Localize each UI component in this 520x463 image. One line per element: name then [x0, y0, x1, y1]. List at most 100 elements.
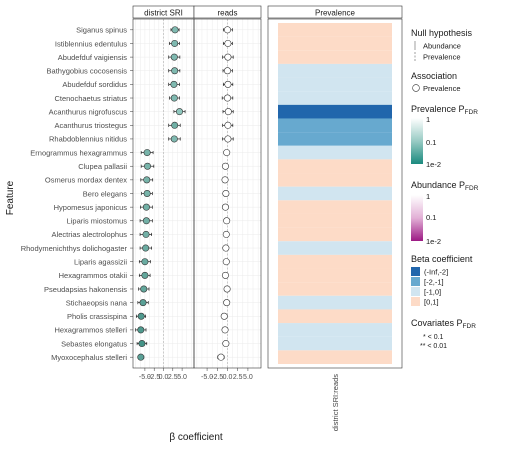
feature-label: Bero elegans — [83, 189, 127, 198]
feature-label: Hexagrammos stelleri — [54, 326, 127, 335]
data-point — [138, 340, 146, 348]
heatmap-cell — [278, 36, 392, 51]
data-point — [224, 39, 232, 47]
heatmap-cell — [278, 295, 392, 310]
legend-beta-swatch-neg-inf — [411, 267, 420, 276]
feature-label: Alectrias alectrolophus — [52, 230, 128, 239]
legend-covariates-title-sub: FDR — [463, 323, 477, 330]
heatmap-cell — [278, 50, 392, 64]
heatmap-layer — [278, 23, 392, 364]
data-point — [137, 353, 145, 361]
heatmap-cell — [278, 227, 392, 242]
feature-label: Acanthurus triostegus — [54, 121, 127, 130]
data-point — [221, 326, 229, 334]
legend-beta-label-neg2: [-2,-1] — [424, 278, 444, 287]
data-point — [171, 26, 179, 34]
legend-prevalence-pfdr-title-sub: FDR — [465, 109, 479, 116]
feature-label: Hypomesus japonicus — [54, 203, 128, 212]
x-tick-label: -2.5 — [211, 374, 223, 381]
feature-label: Rhabdoblennius nitidus — [49, 135, 127, 144]
legend-abundance-pfdr: Abundance PFDR 1 0.1 1e-2 — [411, 180, 479, 246]
heatmap-x-label: district SRI:reads — [331, 374, 340, 431]
data-point — [170, 135, 178, 143]
data-point — [220, 312, 228, 320]
data-point — [143, 149, 151, 157]
data-point — [144, 162, 152, 170]
feature-label: Istiblennius edentulus — [55, 39, 127, 48]
heatmap-cell — [278, 282, 392, 296]
heatmap-cell — [278, 241, 392, 255]
data-point — [224, 94, 232, 102]
legend-beta-label-neg1: [-1,0] — [424, 288, 441, 297]
legend-beta-title: Beta coefficient — [411, 254, 473, 264]
data-point — [171, 121, 179, 129]
heatmap-cell — [278, 77, 392, 92]
data-point — [137, 312, 145, 320]
legend-beta-swatch-pos — [411, 297, 420, 306]
data-point — [143, 176, 151, 184]
data-point — [221, 203, 229, 211]
heatmap-cell — [278, 268, 392, 283]
x-tick-label: -5.0 — [201, 374, 213, 381]
data-point — [171, 39, 179, 47]
legend-prevalence-pfdr-colorbar — [411, 118, 423, 164]
strip-prevalence-box — [267, 5, 403, 19]
feature-label: Pseudapsias hakonensis — [44, 285, 127, 294]
legend-abundance-pfdr-title: Abundance PFDR — [411, 180, 479, 192]
x-tick-label: 2.5 — [233, 374, 243, 381]
legend-prevalence-pfdr: Prevalence PFDR 1 0.1 1e-2 — [411, 104, 478, 169]
data-point — [222, 244, 230, 252]
data-point — [222, 230, 230, 238]
data-point — [170, 94, 178, 102]
data-point — [175, 108, 183, 116]
legend-covariates-note-1: * < 0.1 — [423, 334, 444, 341]
data-point — [141, 258, 149, 266]
heatmap-cell — [278, 336, 392, 351]
x-tick-label: -2.5 — [148, 374, 160, 381]
marks-layer — [135, 26, 234, 361]
heatmap-cell — [278, 186, 392, 201]
legend-null-hypothesis: Null hypothesis Abundance Prevalence — [411, 28, 473, 62]
data-point — [137, 326, 145, 334]
legend-abundance-pfdr-colorbar — [411, 195, 423, 241]
data-point — [224, 121, 232, 129]
heatmap-cell — [278, 323, 392, 337]
legend-prevalence-label: Prevalence — [423, 53, 461, 62]
heatmap-cell — [278, 173, 392, 187]
data-point — [171, 67, 179, 75]
legend-prevalence-pfdr-title-main: Prevalence P — [411, 104, 465, 114]
data-point — [222, 258, 230, 266]
legend-null-hypothesis-title: Null hypothesis — [411, 28, 473, 38]
legend-covariates-title-main: Covariates P — [411, 318, 463, 328]
data-point — [221, 176, 229, 184]
data-point — [224, 80, 232, 88]
feature-label: Osmerus mordax dentex — [45, 176, 127, 185]
data-point — [222, 190, 230, 198]
labels-layer: Siganus spinus Istiblennius edentulus Abud… — [21, 26, 253, 381]
strip-district-sri-label: district SRI — [144, 9, 183, 18]
heatmap-cell — [278, 23, 392, 37]
heatmap-cell — [278, 91, 392, 105]
legend-prevalence-pfdr-tick-1e-2: 1e-2 — [426, 160, 441, 169]
heatmap-cell — [278, 132, 392, 146]
data-point — [170, 80, 178, 88]
data-point — [141, 271, 149, 279]
heatmap-cell — [278, 159, 392, 174]
data-point — [142, 244, 150, 252]
x-axis-title: β coefficient — [169, 432, 223, 443]
panel-reads-frame — [193, 18, 262, 369]
feature-label: Stichaeopsis nana — [66, 298, 128, 307]
feature-label: Abudefduf vaigiensis — [58, 53, 127, 62]
x-tick-label: 5.0 — [243, 374, 253, 381]
feature-label: Abudefduf sordidus — [62, 80, 127, 89]
data-point — [224, 108, 232, 116]
heatmap-cell — [278, 118, 392, 133]
feature-label: Myoxocephalus stelleri — [51, 353, 127, 362]
legend-association-label: Prevalence — [423, 84, 461, 93]
legend-abundance-pfdr-title-sub: FDR — [465, 185, 479, 192]
legend-beta-label-neg-inf: (-Inf,-2] — [424, 268, 448, 277]
data-point — [224, 26, 232, 34]
data-point — [221, 271, 229, 279]
